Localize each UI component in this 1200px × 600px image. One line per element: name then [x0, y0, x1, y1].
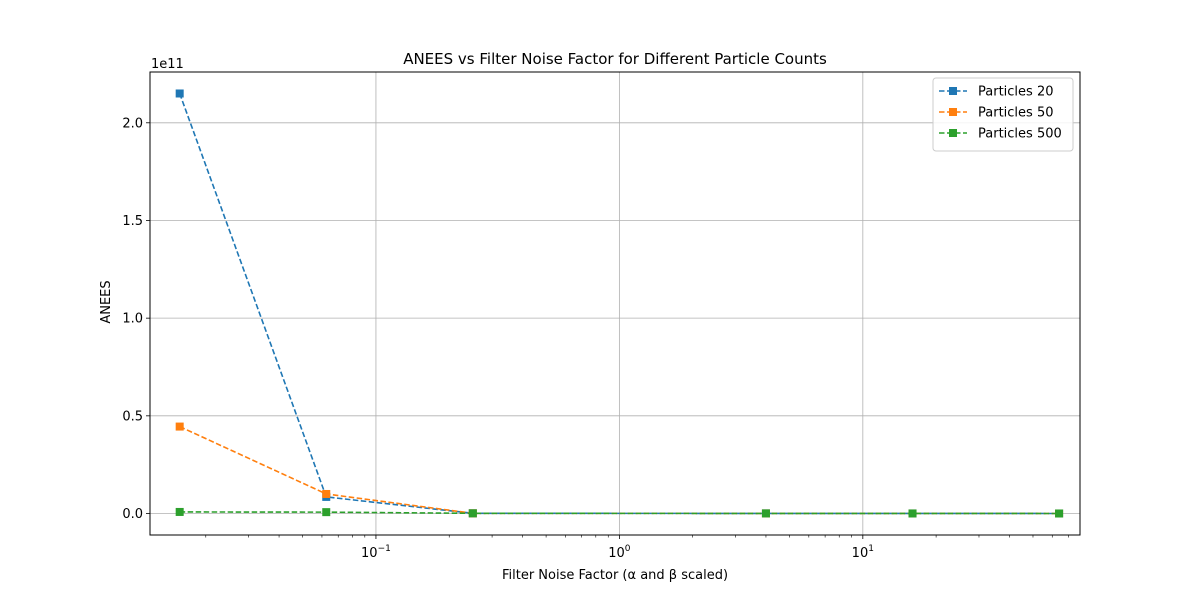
data-point [761, 509, 770, 518]
legend-item: Particles 500 [939, 127, 1062, 142]
legend-item: Particles 50 [939, 106, 1053, 121]
y-tick-label: 1.0 [122, 312, 143, 327]
legend-marker [949, 108, 957, 116]
y-tick-label: 0.5 [122, 409, 143, 424]
legend-label: Particles 50 [978, 106, 1053, 121]
series-line [179, 511, 1060, 515]
y-tick-label: 1.5 [122, 214, 143, 229]
y-axis-title: ANEES [99, 280, 114, 323]
grid [150, 72, 1080, 535]
data-point [468, 509, 477, 518]
plot-frame [149, 71, 1081, 536]
data-point [322, 489, 331, 498]
x-tick-label: 101 [852, 544, 874, 561]
data-point [175, 422, 184, 431]
axis-ticks: 0.0 0.5 1.0 1.5 2.0 10−1 100 101 [122, 116, 1069, 561]
legend: Particles 20 Particles 50 Particles 500 [932, 77, 1074, 152]
legend-marker [949, 87, 957, 95]
data-point [322, 508, 331, 517]
series-group [175, 89, 1064, 518]
data-point [175, 507, 184, 516]
x-tick-label: 100 [608, 544, 631, 561]
data-point [908, 509, 917, 518]
y-tick-label: 2.0 [122, 116, 143, 131]
data-point [1055, 509, 1064, 518]
legend-label: Particles 500 [978, 127, 1062, 142]
y-offset-label: 1e11 [151, 57, 184, 72]
legend-box [932, 77, 1074, 152]
data-point [175, 89, 184, 98]
y-tick-label: 0.0 [122, 507, 143, 522]
x-tick-label: 10−1 [361, 544, 391, 561]
legend-item: Particles 20 [939, 85, 1053, 100]
x-axis-title: Filter Noise Factor (α and β scaled) [502, 568, 728, 583]
legend-label: Particles 20 [978, 85, 1053, 100]
chart-title: ANEES vs Filter Noise Factor for Differe… [403, 50, 827, 68]
legend-marker [949, 129, 957, 137]
series-particles-500 [175, 507, 1064, 518]
